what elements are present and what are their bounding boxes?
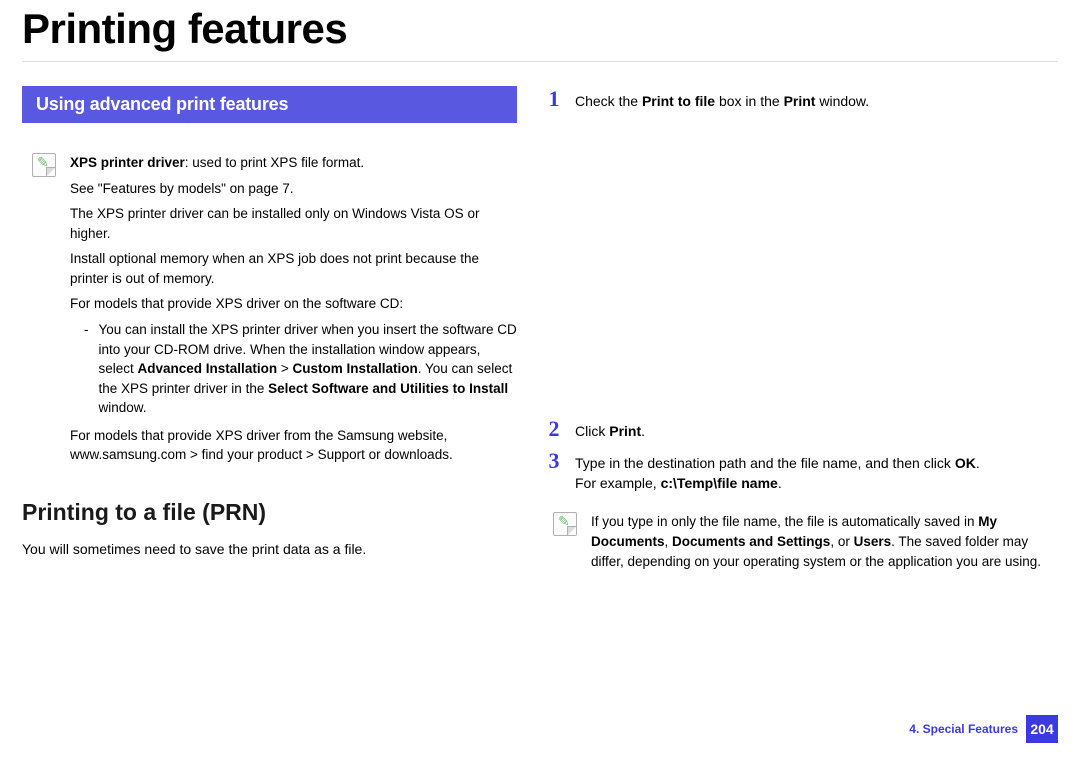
note-line: XPS printer driver: used to print XPS fi… bbox=[70, 153, 517, 173]
footer-page-number: 204 bbox=[1026, 715, 1058, 743]
note-icon bbox=[32, 153, 56, 177]
note-line: For models that provide XPS driver from … bbox=[70, 426, 517, 465]
section-heading-bar: Using advanced print features bbox=[22, 86, 517, 123]
note-line: For models that provide XPS driver on th… bbox=[70, 294, 517, 314]
note-sub-text: You can install the XPS printer driver w… bbox=[99, 320, 518, 418]
subheading: Printing to a file (PRN) bbox=[22, 499, 517, 526]
step-number: 1 bbox=[545, 86, 563, 112]
note-line: The XPS printer driver can be installed … bbox=[70, 204, 517, 243]
note-line: See "Features by models" on page 7. bbox=[70, 179, 517, 199]
page-title: Printing features bbox=[0, 0, 1080, 61]
note-sub-bullet: - You can install the XPS printer driver… bbox=[84, 320, 517, 418]
step-row: 2 Click Print. bbox=[545, 416, 1058, 442]
note-block-left: XPS printer driver: used to print XPS fi… bbox=[32, 153, 517, 471]
title-divider bbox=[22, 61, 1058, 62]
page-footer: 4. Special Features 204 bbox=[909, 715, 1058, 743]
step-number: 2 bbox=[545, 416, 563, 442]
step-number: 3 bbox=[545, 448, 563, 474]
step-text: Click Print. bbox=[575, 421, 645, 441]
step-row: 3 Type in the destination path and the f… bbox=[545, 448, 1058, 494]
content-columns: Using advanced print features XPS printe… bbox=[0, 86, 1080, 572]
note-body-left: XPS printer driver: used to print XPS fi… bbox=[70, 153, 517, 471]
figure-placeholder bbox=[545, 126, 1058, 416]
left-column: Using advanced print features XPS printe… bbox=[22, 86, 517, 572]
step-text: Check the Print to file box in the Print… bbox=[575, 91, 869, 111]
step-row: 1 Check the Print to file box in the Pri… bbox=[545, 86, 1058, 112]
subheading-body: You will sometimes need to save the prin… bbox=[22, 540, 517, 560]
note-icon bbox=[553, 512, 577, 536]
note-block-right: If you type in only the file name, the f… bbox=[553, 512, 1058, 573]
footer-chapter-label: 4. Special Features bbox=[909, 722, 1018, 736]
note-line: Install optional memory when an XPS job … bbox=[70, 249, 517, 288]
step-text: Type in the destination path and the fil… bbox=[575, 453, 980, 494]
note-body-right: If you type in only the file name, the f… bbox=[591, 512, 1058, 573]
right-column: 1 Check the Print to file box in the Pri… bbox=[545, 86, 1058, 572]
dash-icon: - bbox=[84, 320, 89, 418]
